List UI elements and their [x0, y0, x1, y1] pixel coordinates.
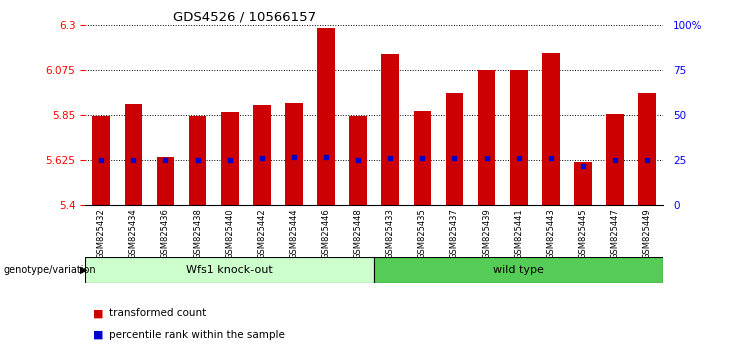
Bar — [253, 105, 270, 205]
Bar — [189, 116, 207, 205]
Text: genotype/variation: genotype/variation — [4, 265, 96, 275]
Bar — [413, 111, 431, 205]
Bar — [124, 104, 142, 205]
Bar — [317, 28, 335, 205]
Text: ▶: ▶ — [80, 265, 87, 275]
Bar — [445, 93, 463, 205]
Bar — [221, 112, 239, 205]
Bar — [478, 70, 496, 205]
Text: GDS4526 / 10566157: GDS4526 / 10566157 — [173, 11, 316, 24]
Text: transformed count: transformed count — [109, 308, 206, 318]
Bar — [510, 70, 528, 205]
Bar — [93, 116, 110, 205]
Bar — [382, 54, 399, 205]
Bar — [606, 114, 624, 205]
Text: percentile rank within the sample: percentile rank within the sample — [109, 330, 285, 339]
Bar — [542, 53, 559, 205]
Bar — [374, 257, 663, 283]
Text: ■: ■ — [93, 330, 103, 339]
Bar — [156, 157, 174, 205]
Text: wild type: wild type — [494, 265, 544, 275]
Bar — [85, 257, 374, 283]
Bar — [638, 93, 656, 205]
Text: ■: ■ — [93, 308, 103, 318]
Text: Wfs1 knock-out: Wfs1 knock-out — [186, 265, 273, 275]
Bar — [574, 162, 592, 205]
Bar — [285, 103, 303, 205]
Bar — [349, 116, 367, 205]
